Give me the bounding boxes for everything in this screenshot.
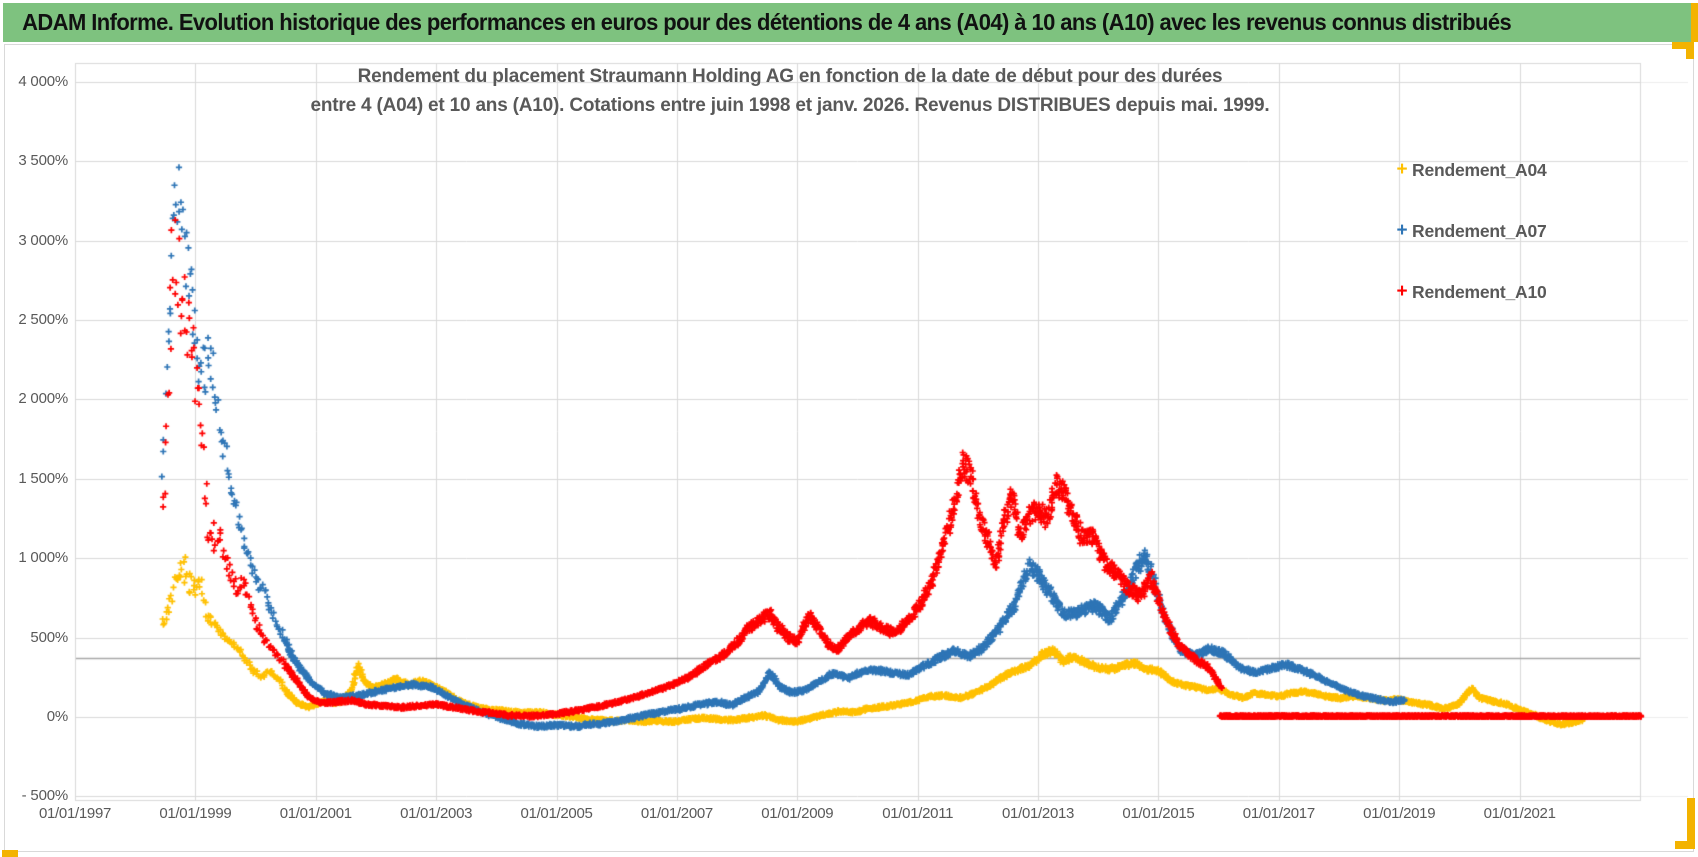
chart-title-line1: Rendement du placement Straumann Holding…: [357, 66, 1223, 87]
chart-title-line2: entre 4 (A04) et 10 ans (A10). Cotations…: [310, 95, 1270, 116]
selection-handle-bottom-left: [2, 850, 18, 857]
y-axis-label: 3 500%: [18, 152, 68, 170]
x-axis-label: 01/01/2009: [761, 805, 834, 822]
y-axis-label: 2 000%: [18, 390, 68, 408]
x-axis-label: 01/01/2019: [1363, 805, 1436, 822]
x-axis-label: 01/01/2017: [1242, 805, 1315, 822]
y-axis-label: - 500%: [21, 787, 69, 805]
plus-marker-icon: +: [1396, 220, 1408, 241]
x-axis-label: 01/01/2005: [520, 805, 593, 822]
x-axis-label: 01/01/2003: [400, 805, 473, 822]
selection-handle-bottom-right-h: [1675, 841, 1695, 849]
plus-marker-icon: +: [1396, 159, 1408, 180]
selection-handle-top-right-v: [1686, 42, 1694, 59]
x-axis-label: 01/01/1997: [38, 805, 112, 822]
legend-item-a04[interactable]: + Rendement_A04: [1392, 158, 1547, 182]
x-axis-label: 01/01/2007: [640, 805, 713, 822]
plus-marker-icon: +: [1396, 281, 1408, 302]
y-axis-label: 1 000%: [18, 549, 68, 567]
y-axis-label: 3 000%: [18, 231, 68, 249]
selection-handle-bottom-right-v: [1687, 798, 1695, 848]
legend-item-a10[interactable]: + Rendement_A10: [1392, 280, 1547, 304]
x-axis-label: 01/01/2011: [882, 805, 954, 822]
x-axis-label: 01/01/1999: [159, 805, 232, 822]
x-axis-label: 01/01/2021: [1483, 805, 1556, 822]
y-axis-label: 0%: [46, 708, 68, 725]
selection-handle-top-right-h: [1672, 42, 1694, 49]
selection-handle-top-right-stripe: [1691, 3, 1698, 42]
chart-title: Rendement du placement Straumann Holding…: [290, 62, 1290, 120]
x-axis-label: 01/01/2001: [279, 805, 352, 822]
y-axis-label: 2 500%: [18, 311, 68, 328]
legend-label-a07: Rendement_A07: [1412, 220, 1547, 241]
y-axis-label: 1 500%: [18, 469, 68, 487]
y-axis-label: 500%: [30, 628, 68, 646]
y-axis-label: 4 000%: [18, 72, 68, 90]
legend-label-a10: Rendement_A10: [1412, 281, 1547, 302]
legend-item-a07[interactable]: + Rendement_A07: [1392, 219, 1547, 243]
x-axis-label: 01/01/2013: [1002, 805, 1075, 822]
x-axis-label: 01/01/2015: [1122, 805, 1195, 822]
legend-label-a04: Rendement_A04: [1412, 159, 1547, 180]
